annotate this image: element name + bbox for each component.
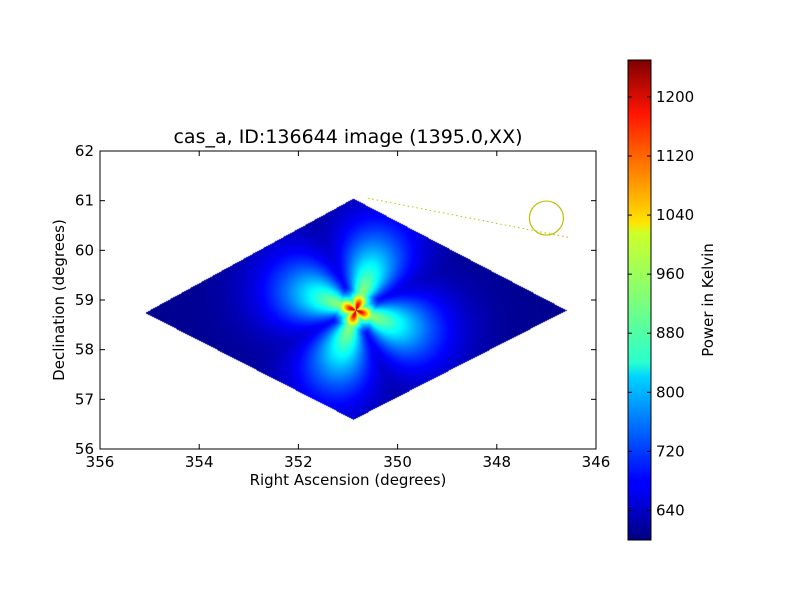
x-axis-ticks: 356 354 352 350 348 346 [86,151,611,471]
heatmap-raster [100,151,596,449]
x-tick-label: 350 [383,453,412,471]
colorbar-tick-label: 720 [656,442,685,460]
y-tick-label: 59 [75,291,94,309]
colorbar-tick-label: 800 [656,383,685,401]
x-tick-label: 352 [284,453,313,471]
y-tick-label: 56 [75,440,94,458]
beam-overlay [367,197,572,239]
y-tick-label: 58 [75,341,94,359]
y-axis-label: Declination (degrees) [50,219,68,381]
colorbar-tick-label: 1040 [656,206,694,224]
colorbar-tick-label: 640 [656,501,685,519]
y-tick-label: 57 [75,390,94,408]
colorbar: 640 720 800 880 960 1040 1120 1200 Power in Kel… [627,59,717,541]
colorbar-tick-label: 1200 [656,88,694,106]
x-tick-label: 346 [582,453,611,471]
y-tick-label: 60 [75,241,94,259]
colorbar-ticks: 640 720 800 880 960 1040 1120 1200 [628,88,694,519]
plot-area: 356 354 352 350 348 346 56 57 58 59 60 61 62 [75,142,610,471]
heatmap-image [100,151,596,449]
beam-line [367,197,572,239]
x-tick-label: 356 [86,453,115,471]
colorbar-tick-label: 880 [656,324,685,342]
y-tick-label: 61 [75,192,94,210]
colorbar-tick-label: 960 [656,265,685,283]
colorbar-tick-label: 1120 [656,147,694,165]
y-tick-label: 62 [75,142,94,160]
x-axis-label: Right Ascension (degrees) [250,471,447,489]
chart-title: cas_a, ID:136644 image (1395.0,XX) [173,126,522,148]
colorbar-label: Power in Kelvin [699,243,717,357]
beam-circle [528,200,565,236]
colorbar-gradient [627,59,652,541]
x-tick-label: 348 [482,453,511,471]
x-tick-label: 354 [185,453,214,471]
y-axis-ticks: 56 57 58 59 60 61 62 [75,142,596,458]
